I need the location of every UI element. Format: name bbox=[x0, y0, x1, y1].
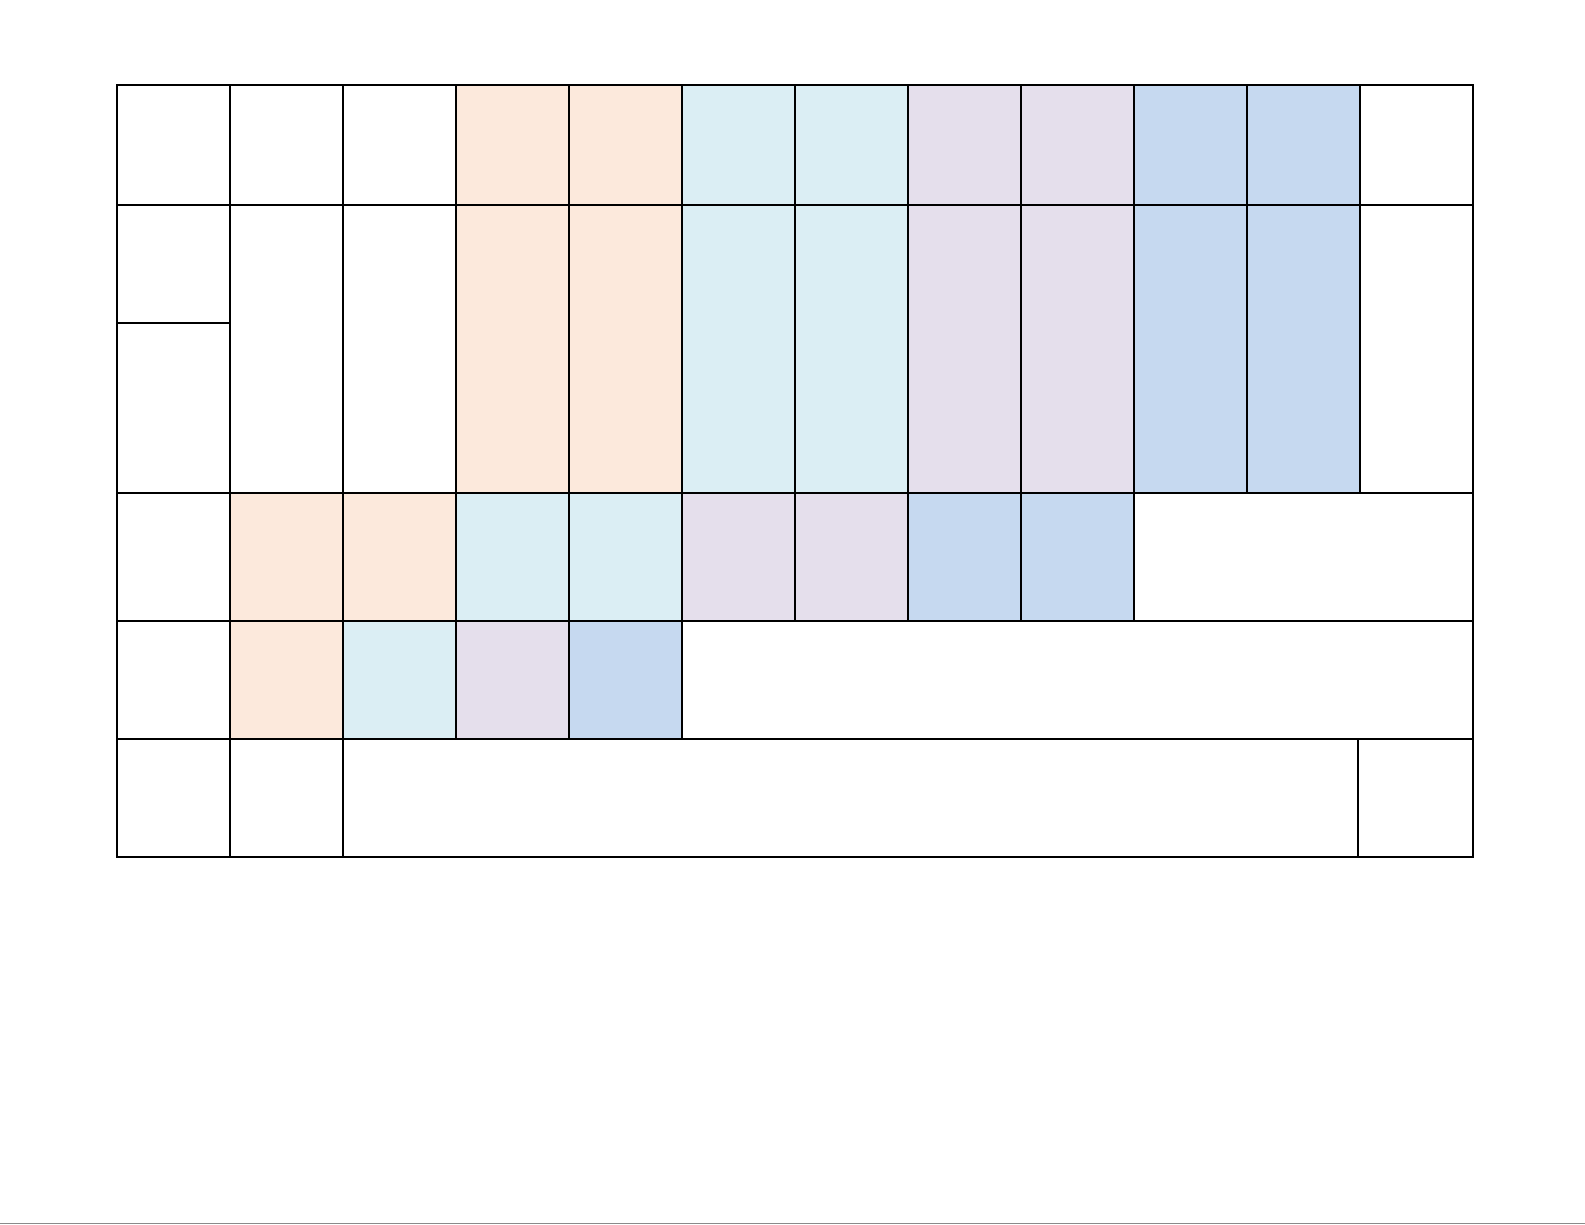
table-cell-row-5-c2 bbox=[229, 738, 344, 858]
table-cell-row-2-c8 bbox=[907, 204, 1022, 494]
table-cell-row-2-c9 bbox=[1020, 204, 1135, 494]
table-cell-row-1-c8 bbox=[907, 84, 1022, 206]
table-cell-row-2-c10 bbox=[1133, 204, 1248, 494]
table-cell-row-1-c12 bbox=[1359, 84, 1474, 206]
table-cell-row-2-c1-bottom bbox=[116, 322, 231, 494]
table-cell-row-4-c6 bbox=[681, 620, 1474, 740]
table-cell-row-3-c6 bbox=[681, 492, 796, 622]
table-cell-row-2-c11 bbox=[1246, 204, 1361, 494]
table-cell-row-5-c3 bbox=[342, 738, 1359, 858]
table-cell-row-3-c10 bbox=[1133, 492, 1474, 622]
table-cell-row-1-c10 bbox=[1133, 84, 1248, 206]
table-cell-row-3-c2 bbox=[229, 492, 344, 622]
table-cell-row-1-c3 bbox=[342, 84, 457, 206]
page-bottom-rule bbox=[0, 1223, 1585, 1224]
table-cell-row-2-c12 bbox=[1359, 204, 1474, 494]
table-cell-row-2-c7 bbox=[794, 204, 909, 494]
table-cell-row-4-c4 bbox=[455, 620, 570, 740]
table-cell-row-3-c9 bbox=[1020, 492, 1135, 622]
table-cell-row-3-c3 bbox=[342, 492, 457, 622]
table-cell-row-1-c5 bbox=[568, 84, 683, 206]
table-cell-row-1-c6 bbox=[681, 84, 796, 206]
table-cell-row-3-c4 bbox=[455, 492, 570, 622]
table-cell-row-5-c1 bbox=[116, 738, 231, 858]
table-cell-row-1-c4 bbox=[455, 84, 570, 206]
table-cell-row-1-c9 bbox=[1020, 84, 1135, 206]
table-cell-row-1-c2 bbox=[229, 84, 344, 206]
table-cell-row-2-c6 bbox=[681, 204, 796, 494]
table-cell-row-4-c5 bbox=[568, 620, 683, 740]
table-cell-row-3-c1 bbox=[116, 492, 231, 622]
table-cell-row-2-c3 bbox=[342, 204, 457, 494]
table-cell-row-4-c2 bbox=[229, 620, 344, 740]
table-cell-row-3-c7 bbox=[794, 492, 909, 622]
table-cell-row-5-c4 bbox=[1357, 738, 1474, 858]
table-cell-row-3-c8 bbox=[907, 492, 1022, 622]
table-cell-row-2-c2 bbox=[229, 204, 344, 494]
table-cell-row-2-c4 bbox=[455, 204, 570, 494]
table-cell-row-4-c3 bbox=[342, 620, 457, 740]
table-cell-row-1-c11 bbox=[1246, 84, 1361, 206]
table-cell-row-3-c5 bbox=[568, 492, 683, 622]
table-cell-row-2-c1-top bbox=[116, 204, 231, 324]
table-cell-row-2-c5 bbox=[568, 204, 683, 494]
table-cell-row-1-c7 bbox=[794, 84, 909, 206]
table-cell-row-4-c1 bbox=[116, 620, 231, 740]
table-cell-row-1-c1 bbox=[116, 84, 231, 206]
